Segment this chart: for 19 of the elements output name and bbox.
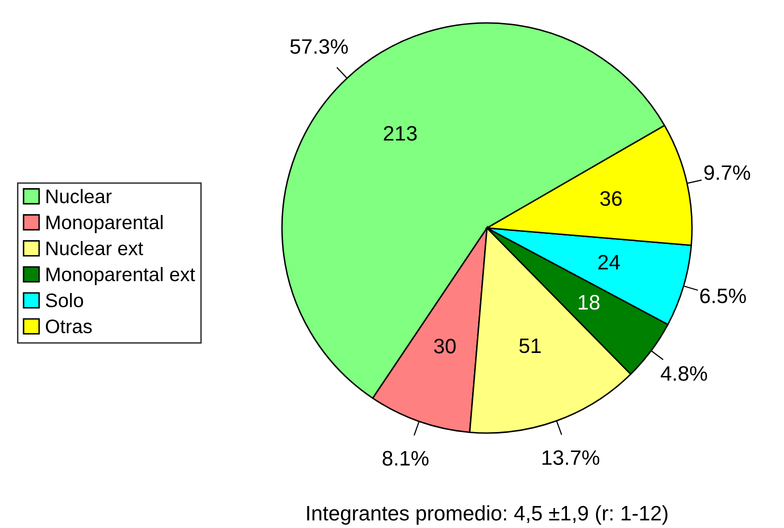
text: Integrantes promedio: 4,5 ±1,9 (r: 1-12) — [307, 505, 668, 525]
data-label: 24 — [598, 254, 620, 270]
data-label: 51 — [519, 338, 541, 354]
text: 4.8% — [660, 366, 708, 381]
data-label: 36 — [600, 191, 622, 206]
legend-label: Otras — [46, 320, 92, 334]
legend-label: Nuclear ext — [46, 240, 144, 256]
text: 6.5% — [700, 288, 746, 304]
data-label: 30 — [434, 338, 456, 354]
text: 9.7% — [704, 165, 750, 180]
legend-label: Solo — [46, 293, 84, 308]
data-label: 18 — [578, 294, 600, 310]
legend-label: Monoparental — [46, 214, 163, 234]
text: 8.1% — [382, 450, 428, 466]
legend-label: Nuclear — [46, 188, 112, 204]
text: 57.3% — [290, 39, 348, 54]
legend-label: Monoparental ext — [46, 266, 196, 286]
text: 13.7% — [542, 450, 600, 465]
data-label: 213 — [384, 126, 417, 141]
